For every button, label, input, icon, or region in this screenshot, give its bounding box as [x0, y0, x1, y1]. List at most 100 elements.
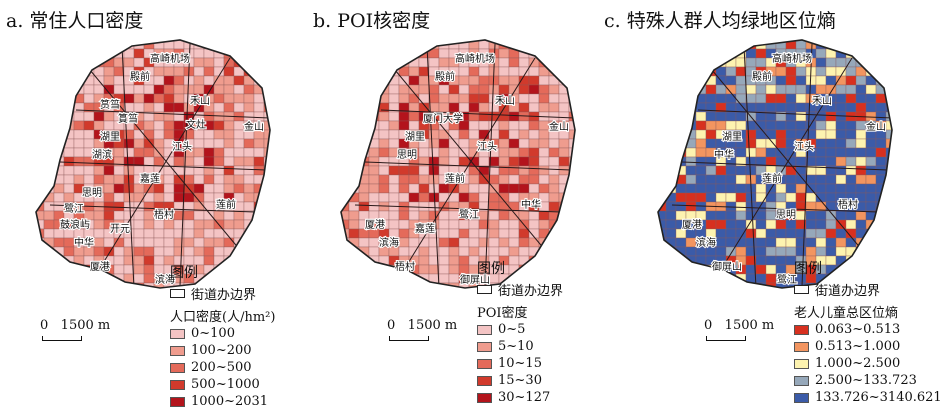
- legend-swatch: [794, 375, 809, 386]
- place-label: 莲前: [216, 198, 236, 211]
- legend-item: 0.513~1.000: [794, 338, 942, 355]
- legend-item: 0~100: [170, 325, 275, 342]
- place-label: 厦港: [682, 219, 702, 231]
- city-boundary: [35, 39, 271, 289]
- place-label: 江头: [172, 141, 192, 153]
- place-label: 禾山: [495, 95, 515, 107]
- place-label: 思明: [776, 209, 796, 221]
- legend-title: POI密度: [477, 306, 528, 321]
- legend-item: 500~1000: [170, 376, 275, 393]
- boundary-label: 街道办边界: [191, 288, 257, 303]
- place-label: 开元: [110, 224, 130, 235]
- legend-swatch: [170, 379, 185, 390]
- scale-label: 0 1500 m: [387, 318, 458, 333]
- legend-swatch: [477, 341, 492, 352]
- place-label: 鹭江: [777, 274, 797, 286]
- panel-location-entropy: c. 特殊人群人均绿地区位熵 高崎机场 殿前 禾山 金山 湖里 江头 莲前 梧村 厦港 滨海 御屏山…: [604, 0, 950, 406]
- legend-item: 5~10: [477, 338, 563, 355]
- legend-item: 1000~2031: [170, 393, 275, 410]
- legend-item: 15~30: [477, 372, 563, 389]
- legend-item: 2.500~133.723: [794, 372, 942, 389]
- district-boundaries: [354, 43, 575, 288]
- place-label: 梧村: [154, 208, 174, 221]
- legend-label: 200~500: [191, 360, 252, 375]
- legend-swatch: [170, 362, 185, 373]
- legend-item: 200~500: [170, 359, 275, 376]
- legend: 图例 街道办边界 人口密度(人/hm²) 0~100 100~200 200~500…: [170, 262, 275, 410]
- place-label: 莲前: [762, 172, 782, 185]
- legend-label: 0.063~0.513: [815, 322, 901, 337]
- legend-label: 100~200: [191, 343, 252, 358]
- scale: 0 1500 m: [704, 318, 775, 341]
- boundary-swatch: [170, 289, 185, 298]
- place-label: 禾山: [190, 95, 210, 107]
- place-label: 湖里: [405, 131, 425, 143]
- place-label: 思明: [397, 149, 417, 161]
- legend-label: 10~15: [498, 356, 542, 371]
- legend-label: 2.500~133.723: [815, 373, 917, 388]
- scale-bar: [706, 336, 746, 341]
- boundary-label: 街道办边界: [815, 284, 881, 299]
- place-label: 中华: [74, 236, 94, 249]
- legend-swatch: [477, 324, 492, 335]
- legend-swatch: [794, 358, 809, 369]
- legend-items: 0.063~0.513 0.513~1.000 1.000~2.500 2.500~1…: [794, 321, 942, 406]
- place-label: 高崎机场: [150, 52, 190, 65]
- legend-swatch: [794, 341, 809, 352]
- boundary-swatch: [794, 285, 809, 294]
- place-label: 梧村: [395, 260, 415, 273]
- legend-label: 15~30: [498, 373, 542, 388]
- place-label: 鹭江: [459, 209, 479, 221]
- panel-poi-density: b. POI核密度 高崎机场 殿前 禾山 金山 湖里 江头 莲前 中华 厦港 滨海 梧村 御屏山 鹭江 思…: [313, 0, 633, 406]
- legend-item: 0~5: [477, 321, 563, 338]
- scale-bar: [42, 336, 82, 341]
- legend-label: 133.726~3140.621: [815, 390, 942, 405]
- place-label: 梧村: [838, 198, 858, 211]
- place-label: 金山: [549, 120, 569, 133]
- legend-swatch: [794, 392, 809, 403]
- scale-label: 0 1500 m: [40, 318, 111, 333]
- place-label: 厦港: [90, 261, 110, 273]
- place-label: 滨海: [155, 273, 175, 286]
- legend-label: 500~1000: [191, 377, 260, 392]
- city-boundary: [657, 39, 893, 289]
- legend-heading: 图例: [794, 261, 822, 277]
- legend-item: 10~15: [477, 355, 563, 372]
- legend-swatch: [170, 396, 185, 407]
- legend-swatch: [477, 392, 492, 403]
- legend: 图例 街道办边界 POI密度 0~5 5~10 10~15 15~30 30~127: [477, 258, 563, 406]
- place-label: 殿前: [130, 70, 150, 83]
- legend-label: 1.000~2.500: [815, 356, 901, 371]
- legend-boundary: 街道办边界: [794, 280, 942, 299]
- place-label: 滨海: [379, 236, 399, 249]
- legend-label: 0~100: [191, 326, 235, 341]
- place-label: 殿前: [435, 70, 455, 83]
- place-label: 思明: [82, 187, 102, 199]
- legend-swatch: [477, 358, 492, 369]
- scale: 0 1500 m: [387, 318, 458, 341]
- scale-label: 0 1500 m: [704, 318, 775, 333]
- panel-population-density: a. 常住人口密度 高崎机场 殿前 禾山 金山 湖里 江头 嘉莲 莲前 鼓浪屿 中华 厦港 滨海 梧村 湖…: [0, 0, 316, 409]
- place-label: 高崎机场: [772, 52, 812, 65]
- place-label: 厦门大学: [423, 112, 463, 125]
- scale: 0 1500 m: [40, 318, 111, 341]
- place-label: 高崎机场: [455, 52, 495, 65]
- place-label: 厦港: [365, 219, 385, 231]
- legend-label: 30~127: [498, 390, 551, 405]
- place-label: 鹭江: [64, 203, 84, 215]
- place-label: 中华: [714, 148, 734, 161]
- place-label: 嘉莲: [415, 222, 435, 235]
- place-label: 湖里: [100, 131, 120, 143]
- place-label: 鼓浪屿: [60, 218, 90, 231]
- legend-heading: 图例: [477, 261, 505, 277]
- place-label: 嘉莲: [140, 172, 160, 185]
- legend: 图例 街道办边界 老人儿童总区位熵 0.063~0.513 0.513~1.000…: [794, 258, 942, 406]
- place-label: 湖滨: [92, 148, 112, 161]
- legend-label: 1000~2031: [191, 394, 269, 409]
- place-label: 滨海: [696, 236, 716, 249]
- legend-boundary: 街道办边界: [170, 284, 275, 303]
- boundary-label: 街道办边界: [498, 284, 564, 299]
- legend-label: 0~5: [498, 322, 526, 337]
- legend-item: 30~127: [477, 389, 563, 406]
